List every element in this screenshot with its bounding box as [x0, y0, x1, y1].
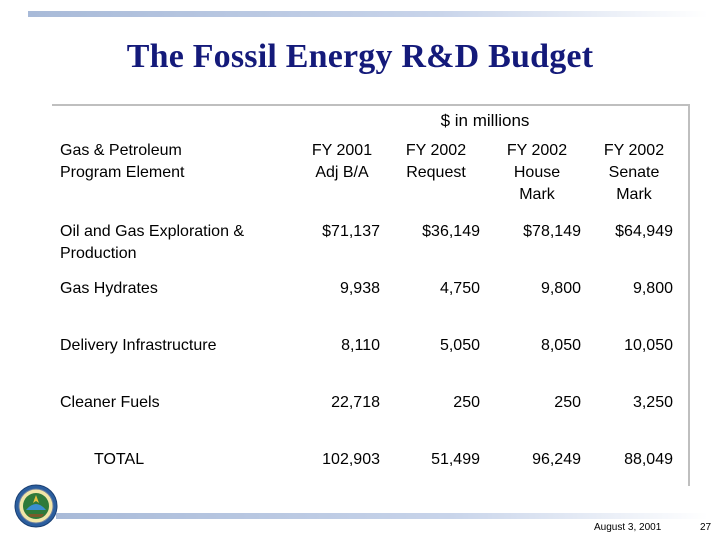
cell-hydrates-fy2001: 9,938: [339, 280, 380, 297]
footer-page-number: 27: [700, 522, 712, 533]
header-fy2002-request: FY 2002 Request: [405, 142, 467, 181]
row-label-delivery: Delivery Infrastructure: [60, 337, 217, 354]
cell-hydrates-request: 4,750: [439, 280, 480, 297]
cell-delivery-senate: 10,050: [624, 337, 673, 354]
table-frame: [52, 104, 690, 486]
cell-total-request: 51,499: [431, 451, 480, 468]
footer-date: August 3, 2001: [594, 522, 662, 533]
row-label-gas-hydrates: Gas Hydrates: [60, 280, 158, 297]
department-of-energy-seal-icon: [14, 484, 58, 528]
cell-oil-gas-request: $36,149: [422, 223, 480, 240]
cell-total-senate: 88,049: [624, 451, 673, 468]
row-label-oil-gas: Oil and Gas Exploration & Production: [60, 223, 245, 262]
cell-total-house: 96,249: [532, 451, 581, 468]
cell-cleaner-request: 250: [453, 394, 480, 411]
cell-delivery-fy2001: 8,110: [341, 337, 380, 354]
header-fy2002-house-mark: FY 2002 House Mark: [506, 142, 568, 203]
header-fy2002-senate-mark: FY 2002 Senate Mark: [603, 142, 665, 203]
row-label-cleaner-fuels: Cleaner Fuels: [60, 394, 160, 411]
header-program-element: Gas & Petroleum Program Element: [60, 142, 185, 181]
cell-oil-gas-fy2001: $71,137: [322, 223, 380, 240]
cell-hydrates-senate: 9,800: [632, 280, 673, 297]
cell-delivery-request: 5,050: [439, 337, 480, 354]
cell-cleaner-senate: 3,250: [632, 394, 673, 411]
cell-cleaner-fy2001: 22,718: [331, 394, 380, 411]
cell-delivery-house: 8,050: [540, 337, 581, 354]
cell-oil-gas-senate: $64,949: [615, 223, 673, 240]
cell-total-fy2001: 102,903: [322, 451, 380, 468]
cell-hydrates-house: 9,800: [540, 280, 581, 297]
bottom-accent-bar: [56, 513, 708, 519]
header-fy2001-adj-ba: FY 2001 Adj B/A: [311, 142, 373, 181]
cell-cleaner-house: 250: [554, 394, 581, 411]
row-label-total: TOTAL: [94, 451, 145, 468]
top-accent-bar: [28, 11, 708, 17]
units-label: $ in millions: [440, 111, 530, 130]
cell-oil-gas-house: $78,149: [523, 223, 581, 240]
slide-title: The Fossil Energy R&D Budget: [126, 38, 594, 75]
